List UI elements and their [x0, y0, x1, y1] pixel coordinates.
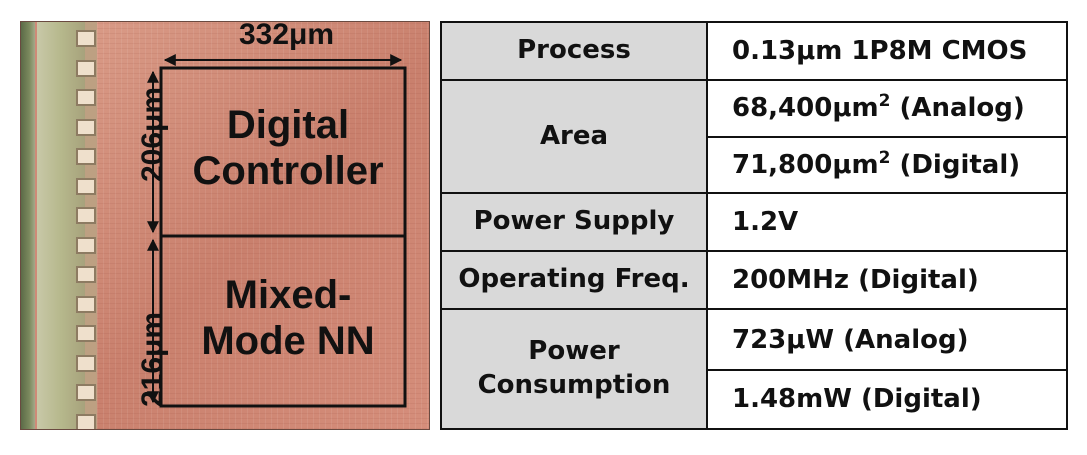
io-pad	[76, 118, 96, 136]
value-operating-freq: 200MHz (Digital)	[706, 250, 1068, 311]
value-area-analog-sup: 2	[878, 91, 891, 112]
mixed-mode-nn-outline	[159, 234, 407, 408]
io-pad	[76, 295, 96, 313]
param-process: Process	[440, 20, 708, 82]
value-area-digital-sup: 2	[878, 147, 891, 168]
io-pad	[76, 413, 96, 429]
io-pad	[76, 354, 96, 372]
io-pad	[76, 236, 96, 254]
height-top-dimension-label: 206μm	[136, 86, 169, 182]
param-area: Area	[440, 79, 708, 194]
value-power-supply: 1.2V	[706, 191, 1068, 253]
table-row-area-analog: Area 68,400μm2 (Analog)	[440, 79, 1068, 194]
param-power-consumption-line2: Consumption	[477, 370, 671, 401]
table-row-power-supply: Power Supply 1.2V	[440, 191, 1068, 253]
table-row-power-analog: Power Consumption 723μW (Analog)	[440, 308, 1068, 430]
io-pad	[76, 266, 96, 283]
table-row-process: Process 0.13μm 1P8M CMOS	[440, 20, 1068, 82]
mixed-mode-nn-label: Mixed- Mode NN	[163, 272, 413, 364]
value-area-analog-number: 68,400μm	[732, 93, 879, 124]
table-row-power-digital: 1.48mW (Digital)	[441, 368, 1068, 431]
io-pad	[76, 325, 96, 342]
value-power-analog: 723μW (Analog)	[706, 308, 1068, 371]
block-outline-overlay	[147, 54, 407, 408]
value-power-digital: 1.48mW (Digital)	[706, 368, 1068, 431]
die-edge-strip	[21, 22, 35, 429]
param-power-consumption-line1: Power	[528, 336, 620, 367]
table-row-area-digital: 71,800μm2 (Digital)	[441, 135, 1068, 194]
die-micrograph: Digital Controller Mixed- Mode NN 332μm …	[20, 21, 430, 430]
table-row-operating-freq: Operating Freq. 200MHz (Digital)	[440, 250, 1068, 311]
io-pad	[76, 148, 96, 165]
digital-controller-label-line2: Controller	[192, 149, 384, 193]
param-operating-freq: Operating Freq.	[440, 250, 708, 311]
io-pad	[76, 30, 96, 47]
value-area-digital-suffix: (Digital)	[890, 149, 1021, 180]
mixed-mode-nn-label-line2: Mode NN	[201, 319, 375, 363]
value-area-analog: 68,400μm2 (Analog)	[706, 79, 1068, 138]
spec-table: Process 0.13μm 1P8M CMOS Area 68,400μm2 …	[440, 20, 1068, 431]
param-power-consumption: Power Consumption	[440, 308, 708, 430]
param-power-supply: Power Supply	[440, 191, 708, 253]
io-pad	[76, 89, 96, 106]
value-area-digital-number: 71,800μm	[732, 149, 879, 180]
mixed-mode-nn-label-line1: Mixed-	[224, 273, 352, 317]
width-dimension-label: 332μm	[239, 21, 335, 51]
digital-controller-label-line1: Digital	[226, 103, 350, 147]
value-process: 0.13μm 1P8M CMOS	[706, 20, 1068, 82]
io-pad	[76, 207, 96, 224]
io-pad	[76, 59, 96, 77]
io-pad	[76, 177, 96, 195]
height-bottom-dimension-label: 216μm	[136, 311, 169, 407]
value-area-digital: 71,800μm2 (Digital)	[706, 135, 1068, 194]
value-area-analog-suffix: (Analog)	[890, 93, 1025, 124]
digital-controller-label: Digital Controller	[163, 102, 413, 194]
io-pad	[76, 384, 96, 401]
